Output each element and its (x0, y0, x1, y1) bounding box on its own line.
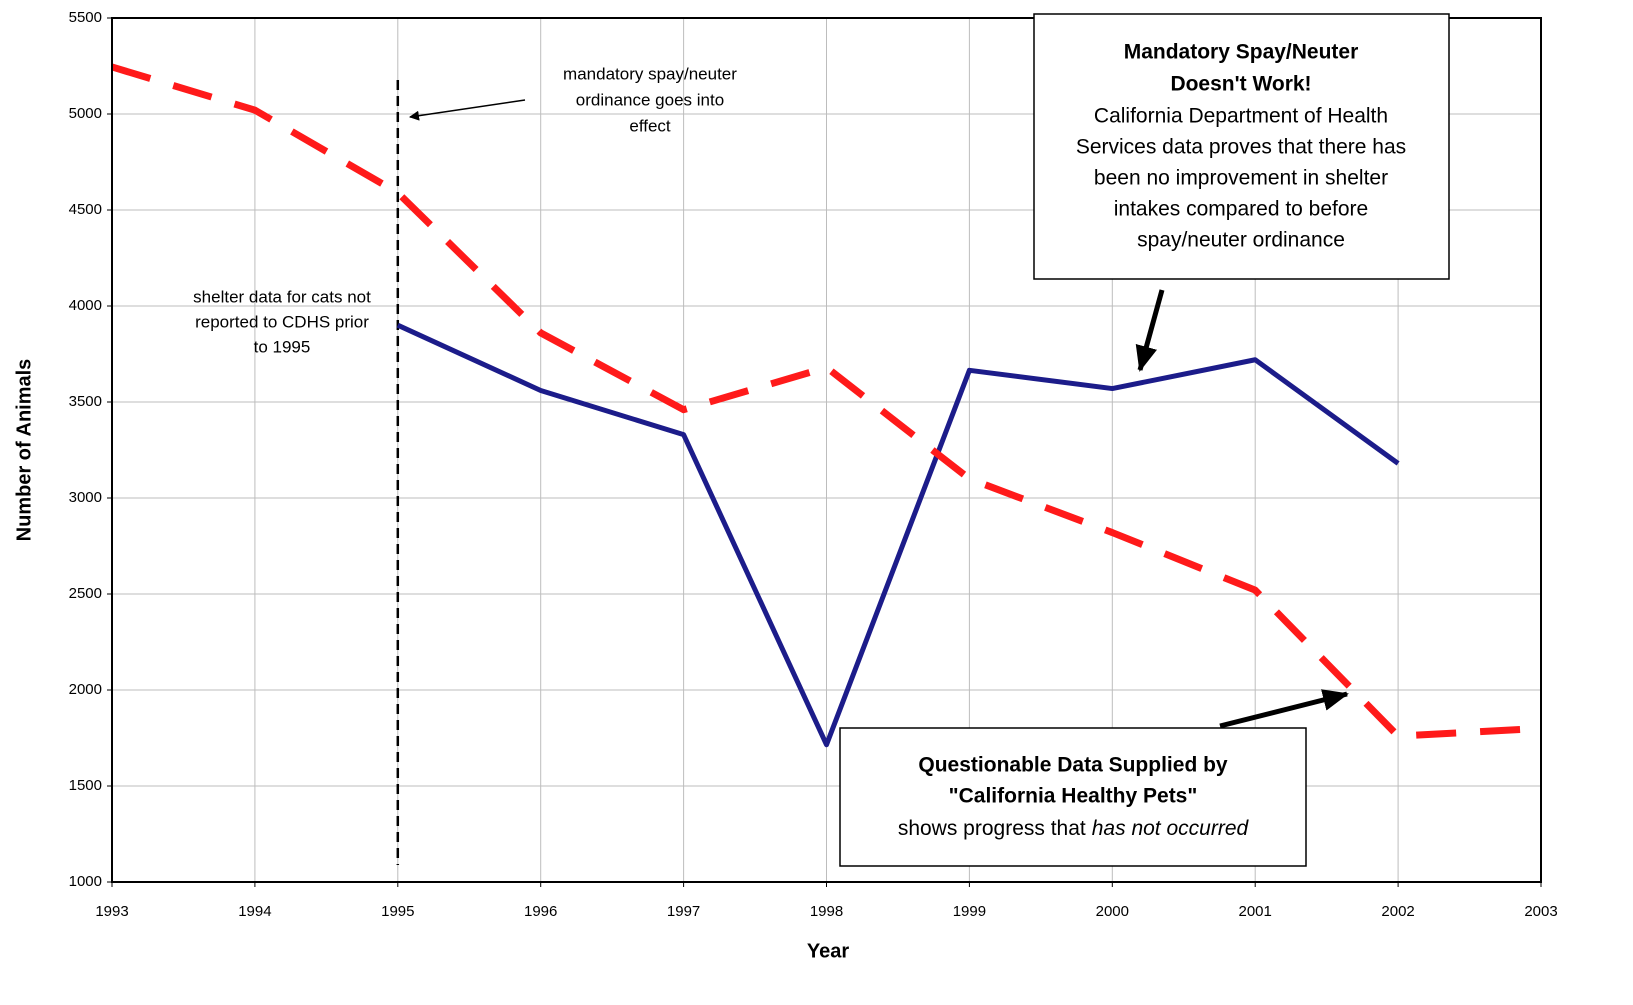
annotation-box (1033, 13, 1450, 280)
x-tick-label: 2002 (1381, 903, 1414, 920)
series-line (110, 63, 1542, 740)
x-tick-label: 1997 (667, 903, 700, 920)
box-text: intakes compared to before (1114, 198, 1368, 221)
box-title: Doesn't Work! (1170, 73, 1311, 96)
arrow (409, 99, 526, 121)
x-tick-label: 1993 (95, 903, 128, 920)
x-tick-label: 1998 (810, 903, 843, 920)
y-tick-label: 2500 (69, 585, 102, 602)
x-tick-label: 1999 (953, 903, 986, 920)
y-tick-label: 5500 (69, 9, 102, 26)
box-text: shows progress that (898, 817, 1086, 840)
arrow (1219, 689, 1349, 729)
x-tick-label: 1994 (238, 903, 271, 920)
x-tick-label: 2001 (1239, 903, 1272, 920)
box-text: spay/neuter ordinance (1137, 229, 1345, 252)
y-tick-label: 5000 (69, 105, 102, 122)
x-tick-label: 2003 (1524, 903, 1557, 920)
y-tick-label: 2000 (69, 681, 102, 698)
annotation: ordinance goes into (576, 90, 724, 109)
x-axis-title: Year (807, 940, 849, 962)
box-text: has not occurred (1092, 817, 1250, 840)
annotation: shelter data for cats not (193, 287, 371, 306)
box-text: been no improvement in shelter (1094, 167, 1388, 190)
y-tick-label: 1000 (69, 873, 102, 890)
annotation: effect (629, 116, 671, 135)
x-tick-label: 2000 (1096, 903, 1129, 920)
y-tick-label: 4000 (69, 297, 102, 314)
annotation: mandatory spay/neuter (563, 64, 737, 83)
annotation: reported to CDHS prior (195, 312, 369, 331)
box-text: California Department of Health (1094, 105, 1388, 128)
y-tick-label: 3000 (69, 489, 102, 506)
y-tick-label: 1500 (69, 777, 102, 794)
annotation-box (839, 727, 1307, 867)
y-tick-label: 4500 (69, 201, 102, 218)
x-tick-label: 1996 (524, 903, 557, 920)
y-tick-label: 3500 (69, 393, 102, 410)
series-line (396, 322, 1400, 748)
arrow (1135, 289, 1165, 372)
box-title: "California Healthy Pets" (949, 785, 1198, 808)
box-text: shows progress that has not occurred (898, 817, 1250, 840)
y-axis-title: Number of Animals (13, 359, 35, 542)
x-tick-label: 1995 (381, 903, 414, 920)
box-title: Questionable Data Supplied by (918, 754, 1228, 777)
box-text: Services data proves that there has (1076, 136, 1406, 159)
annotation: to 1995 (254, 337, 311, 356)
box-title: Mandatory Spay/Neuter (1124, 41, 1359, 64)
plot-area (110, 63, 1542, 865)
